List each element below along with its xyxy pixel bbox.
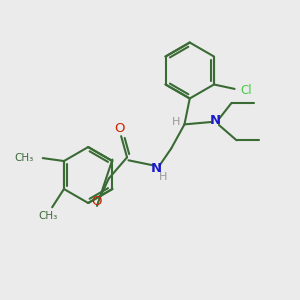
Text: O: O bbox=[114, 122, 125, 135]
Text: CH₃: CH₃ bbox=[38, 211, 57, 220]
Text: N: N bbox=[151, 162, 162, 175]
Text: CH₃: CH₃ bbox=[15, 153, 34, 163]
Text: H: H bbox=[159, 172, 167, 182]
Text: H: H bbox=[171, 117, 180, 127]
Text: O: O bbox=[92, 195, 102, 208]
Text: Cl: Cl bbox=[240, 84, 252, 97]
Text: N: N bbox=[210, 114, 221, 127]
